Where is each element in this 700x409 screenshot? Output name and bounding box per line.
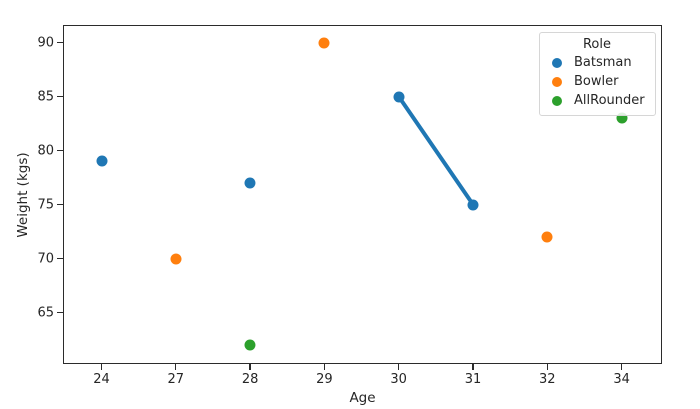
plot-inner: 65 70 75 80 85 90 24 27 28 29 30 31 32 34 Age Weight … — [15, 26, 661, 406]
y-tick-label: 75 — [37, 197, 54, 212]
x-tick-label: 30 — [390, 372, 407, 387]
x-tick-label: 32 — [539, 372, 556, 387]
y-tick-mark — [56, 257, 63, 260]
scatter-point-allrounder — [616, 112, 628, 124]
legend-label: AllRounder — [574, 93, 645, 108]
x-tick-mark — [472, 364, 474, 370]
legend-entries: Batsman Bowler AllRounder — [549, 53, 645, 110]
legend-marker-icon — [552, 76, 562, 87]
legend-entry: AllRounder — [549, 91, 645, 110]
plot-area: 65 70 75 80 85 90 24 27 28 29 30 31 32 34 Age Weight … — [15, 25, 662, 406]
scatter-point-batsman — [244, 177, 256, 189]
x-tick-mark — [398, 364, 400, 370]
legend-entry: Batsman — [549, 53, 645, 72]
x-tick-label: 29 — [316, 372, 333, 387]
y-tick-label: 80 — [37, 143, 54, 158]
legend-title: Role — [582, 37, 611, 52]
scatter-point-allrounder — [244, 339, 256, 351]
y-tick-label: 70 — [37, 251, 54, 266]
scatter-point-bowler — [541, 231, 553, 243]
legend-label: Bowler — [574, 74, 619, 89]
x-tick-mark — [620, 364, 623, 370]
x-tick-label: 28 — [241, 372, 259, 387]
scatter-point-bowler — [318, 37, 330, 48]
x-tick-label: 24 — [93, 372, 110, 387]
scatter-point-bowler — [170, 253, 182, 264]
x-tick-label: 31 — [464, 372, 482, 387]
x-tick-mark — [100, 364, 103, 370]
legend: Role Batsman Bowler AllRounder — [539, 32, 656, 116]
legend-marker-icon — [552, 95, 562, 106]
y-tick-label: 90 — [37, 35, 54, 50]
trend-line-layer — [396, 94, 475, 207]
y-tick-mark — [56, 95, 63, 98]
x-tick-mark — [323, 364, 326, 370]
x-tick-label: 34 — [613, 372, 630, 387]
scatter-point-batsman — [96, 155, 107, 167]
x-axis-label: Age — [349, 390, 376, 406]
y-tick-mark — [56, 203, 63, 206]
x-tick-label: 27 — [167, 372, 185, 387]
legend-entry: Bowler — [549, 72, 645, 91]
legend-label: Batsman — [574, 55, 632, 70]
x-tick-mark — [249, 364, 251, 370]
scatter-point-batsman — [467, 199, 479, 210]
y-tick-mark — [56, 149, 63, 152]
y-tick-label: 65 — [37, 305, 54, 320]
scatter-point-batsman — [393, 91, 405, 102]
y-tick-label: 85 — [37, 89, 54, 104]
y-axis-label: Weight (kgs) — [15, 151, 31, 238]
legend-marker-icon — [552, 57, 562, 68]
x-tick-mark — [175, 364, 177, 370]
trend-line — [396, 94, 475, 207]
x-tick-mark — [546, 364, 548, 370]
y-tick-mark — [56, 311, 63, 314]
y-tick-mark — [56, 41, 63, 44]
